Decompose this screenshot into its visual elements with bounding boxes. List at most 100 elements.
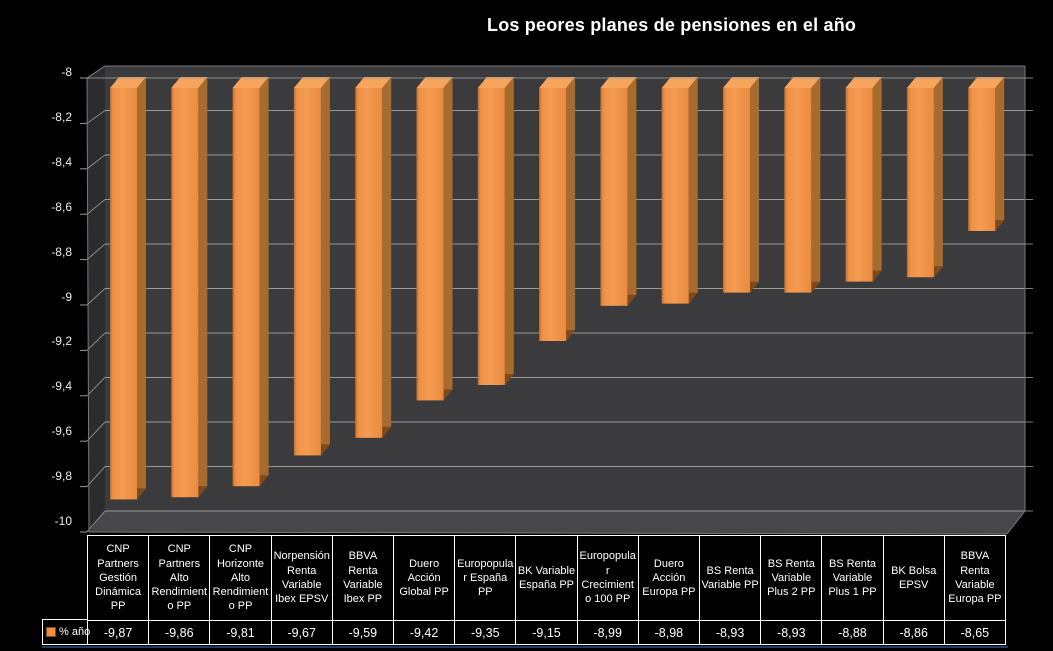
- bar-front-face: [661, 88, 689, 304]
- bar-top-face: [416, 77, 453, 88]
- category-label-cell: BS Renta Variable Plus 1 PP: [822, 536, 883, 620]
- bar-front-face: [293, 88, 321, 456]
- bar-top-face: [968, 77, 1005, 88]
- value-cell: -8,93: [761, 621, 822, 644]
- bar: [477, 77, 514, 385]
- bar: [232, 77, 269, 487]
- bar-top-face: [906, 77, 943, 88]
- table-underline: [42, 646, 1008, 648]
- value-cell: -8,93: [700, 621, 761, 644]
- bar-front-face: [906, 88, 934, 278]
- category-table: CNP Partners Gestión Dinámica PP CNP Part…: [87, 535, 1006, 645]
- value-cell: -9,67: [271, 621, 332, 644]
- y-axis-tick-label: -9: [61, 289, 72, 304]
- bar-front-face: [171, 88, 199, 498]
- value-cell: -9,42: [394, 621, 455, 644]
- bar: [906, 77, 943, 278]
- bar-side-face: [259, 77, 269, 487]
- bar-side-face: [811, 77, 821, 293]
- bar-top-face: [110, 77, 146, 88]
- y-axis-tick-label: -9,2: [51, 334, 72, 349]
- value-cell: -9,81: [210, 621, 271, 644]
- value-cell: -9,15: [516, 621, 577, 644]
- bar-front-face: [355, 88, 383, 438]
- bar-top-face: [661, 77, 698, 88]
- bar-series: [110, 77, 1005, 500]
- bar-front-face: [600, 88, 628, 306]
- y-axis-tick-label: -9,4: [51, 379, 72, 394]
- left-wall-gridline: [86, 110, 106, 124]
- category-label-cell: CNP Horizonte Alto Rendimiento PP: [210, 536, 271, 620]
- bar-side-face: [382, 77, 392, 438]
- bar: [355, 77, 392, 438]
- category-label-cell: BS Renta Variable PP: [700, 536, 761, 620]
- value-cell: -9,35: [455, 621, 516, 644]
- bar: [171, 77, 208, 498]
- y-axis-tick-label: -8,8: [51, 244, 72, 259]
- left-wall: [87, 66, 105, 532]
- bar: [784, 77, 821, 293]
- value-cell: -9,87: [88, 621, 149, 644]
- left-wall-gridline: [86, 332, 106, 351]
- left-wall-gridline: [86, 510, 106, 533]
- category-label-cell: BK Variable España PP: [516, 536, 577, 620]
- category-label-cell: Europopular Crecimiento 100 PP: [577, 536, 638, 620]
- front-left-edge: [86, 77, 90, 533]
- y-axis-tick-label: -10: [54, 514, 72, 528]
- left-wall-gridline: [86, 377, 106, 397]
- legend: % año: [42, 619, 90, 645]
- value-cell: -8,99: [577, 621, 638, 644]
- y-axis-tick-label: -8,4: [51, 154, 72, 169]
- y-axis-tick-label: -9,6: [51, 424, 72, 439]
- legend-swatch-icon: [46, 627, 56, 637]
- value-cell: -8,98: [638, 621, 699, 644]
- category-label-cell: Norpensión Renta Variable Ibex EPSV: [271, 536, 332, 620]
- bar-top-face: [784, 77, 821, 88]
- bar-side-face: [627, 77, 637, 306]
- bar-side-face: [320, 77, 330, 456]
- bar-front-face: [784, 88, 812, 293]
- bar-front-face: [232, 88, 260, 487]
- floor-right-edge: [1006, 510, 1026, 535]
- bar-top-face: [539, 77, 576, 88]
- category-label-cell: Duero Acción Global PP: [394, 536, 455, 620]
- bar-front-face: [110, 88, 137, 500]
- bar-side-face: [995, 77, 1005, 231]
- bar-top-face: [171, 77, 208, 88]
- left-wall-gridline: [86, 466, 106, 487]
- bar-front-face: [416, 88, 444, 401]
- value-cell: -9,59: [332, 621, 393, 644]
- bar: [968, 77, 1005, 231]
- bar-top-face: [845, 77, 882, 88]
- bar-side-face: [933, 77, 943, 278]
- bar-side-face: [872, 77, 882, 282]
- bar-side-face: [504, 77, 514, 385]
- y-axis-tick-label: -8,2: [51, 109, 72, 124]
- left-wall-gridline: [86, 199, 106, 215]
- value-cell: -8,88: [822, 621, 883, 644]
- bar-top-face: [293, 77, 330, 88]
- bar-top-face: [723, 77, 759, 88]
- left-wall-gridline: [86, 154, 106, 170]
- bar: [539, 77, 576, 341]
- bar: [661, 77, 698, 304]
- bar: [110, 77, 146, 500]
- left-wall-gridline: [86, 243, 106, 260]
- bar-front-face: [845, 88, 873, 282]
- left-wall-gridline: [86, 421, 106, 442]
- y-axis-tick-label: -8: [61, 65, 72, 79]
- bar: [293, 77, 330, 456]
- y-axis-tick-label: -9,8: [51, 469, 72, 484]
- y-axis-tick-label: -8,6: [51, 199, 72, 214]
- front-edges: [86, 65, 1033, 535]
- bar-top-face: [600, 77, 637, 88]
- left-wall-gridline: [86, 288, 106, 306]
- bar-front-face: [477, 88, 505, 385]
- value-cell: -9,86: [149, 621, 210, 644]
- bar: [416, 77, 453, 401]
- value-cell: -8,86: [883, 621, 944, 644]
- bar-side-face: [137, 77, 146, 500]
- value-cell: -8,65: [944, 621, 1005, 644]
